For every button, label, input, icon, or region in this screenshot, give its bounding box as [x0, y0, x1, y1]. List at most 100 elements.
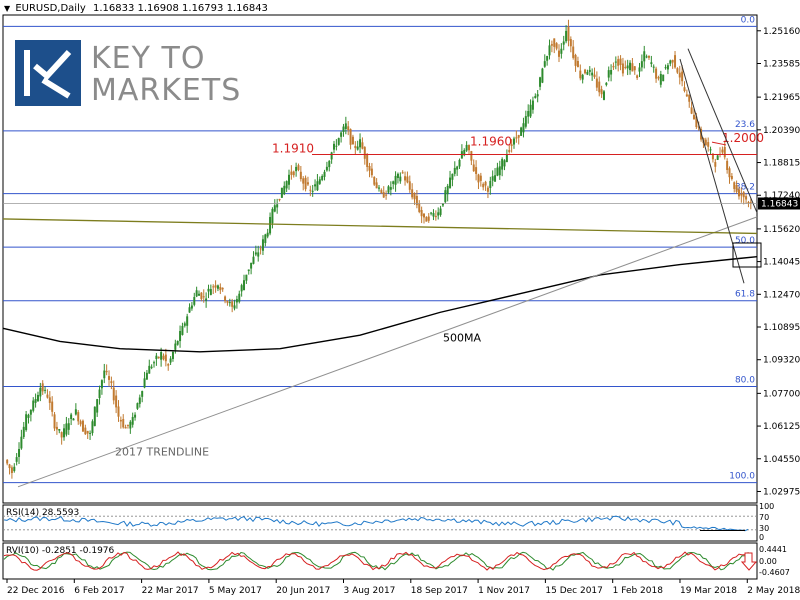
- candle-body: [633, 66, 636, 71]
- candle-body: [323, 171, 326, 177]
- candle-body: [745, 196, 748, 200]
- candle-body: [306, 182, 309, 185]
- candle-body: [726, 160, 729, 170]
- candle-body: [98, 389, 101, 399]
- candle-body: [283, 185, 286, 195]
- candle-body: [709, 149, 712, 151]
- candle-body: [529, 104, 532, 117]
- candle-body: [247, 269, 250, 272]
- candle-body: [39, 387, 42, 397]
- trendline-label: 2017 TRENDLINE: [115, 446, 209, 459]
- candle-body: [148, 365, 151, 374]
- candle-body: [664, 67, 667, 69]
- candle-body: [290, 171, 293, 175]
- candle-body: [169, 358, 172, 363]
- candle-body: [434, 215, 437, 218]
- candle-body: [264, 234, 267, 244]
- candle-body: [394, 175, 397, 185]
- fib-level-label: 50.0: [735, 236, 755, 246]
- candle-body: [157, 356, 160, 358]
- candle-body: [103, 370, 106, 379]
- candle-body: [714, 162, 717, 167]
- candle-body: [704, 139, 707, 146]
- candle-body: [269, 217, 272, 234]
- candle-body: [200, 292, 203, 300]
- candle-body: [216, 285, 219, 289]
- y-tick-label: 1.20390: [763, 126, 800, 136]
- candle-body: [337, 138, 340, 145]
- candle-body: [193, 296, 196, 305]
- candle-body: [330, 152, 333, 160]
- candle-body: [707, 142, 710, 147]
- candle-body: [695, 116, 698, 128]
- rsi-scale-label: 30: [759, 524, 769, 533]
- candle-body: [512, 138, 515, 145]
- candle-body: [515, 137, 518, 139]
- y-tick-label: 1.07700: [763, 389, 800, 399]
- candle-body: [749, 202, 752, 204]
- candle-body: [32, 400, 35, 411]
- candle-body: [181, 325, 184, 335]
- candle-body: [562, 41, 565, 45]
- candle-body: [645, 56, 648, 58]
- ma-500-label: 500MA: [443, 331, 481, 344]
- candle-body: [29, 409, 32, 415]
- candle-body: [605, 82, 608, 85]
- candle-body: [711, 153, 714, 160]
- candle-body: [683, 87, 686, 92]
- candle-body: [108, 376, 111, 380]
- candle-body: [482, 183, 485, 188]
- candle-body: [408, 181, 411, 190]
- candle-body: [730, 176, 733, 179]
- candle-body: [328, 160, 331, 168]
- rsi-line: [3, 515, 749, 532]
- candle-body: [584, 69, 587, 74]
- candle-body: [205, 298, 208, 301]
- candle-body: [671, 60, 674, 63]
- candle-body: [311, 190, 314, 192]
- candle-body: [657, 77, 660, 79]
- candle-body: [470, 151, 473, 161]
- candle-body: [475, 167, 478, 174]
- candle-body: [567, 26, 570, 41]
- candle-body: [231, 301, 234, 307]
- candle-body: [569, 39, 572, 47]
- candle-body: [77, 412, 80, 422]
- candle-body: [593, 74, 596, 78]
- candle-body: [344, 123, 347, 130]
- candle-body: [579, 70, 582, 79]
- candle-body: [503, 160, 506, 167]
- highlight-box: [732, 242, 762, 268]
- candle-body: [131, 416, 134, 425]
- candle-body: [557, 50, 560, 57]
- symbol-dropdown-icon[interactable]: ▼: [4, 4, 11, 13]
- candle-body: [629, 62, 632, 71]
- candle-body: [143, 378, 146, 388]
- candle-body: [318, 179, 321, 184]
- candle-body: [55, 426, 58, 430]
- rvi-label: RVI(10) -0.2851 -0.1976: [6, 546, 115, 556]
- resistance-label-11910: 1.1910: [272, 142, 314, 156]
- candle-body: [276, 204, 279, 208]
- candle-body: [619, 58, 622, 65]
- x-tick-label: 1 Feb 2018: [613, 586, 664, 596]
- candle-body: [595, 78, 598, 88]
- candle-body: [425, 217, 428, 222]
- candle-body: [484, 181, 487, 186]
- candle-body: [550, 44, 553, 46]
- candle-body: [297, 165, 300, 170]
- candle-body: [124, 426, 127, 429]
- candle-body: [333, 143, 336, 150]
- y-tick-label: 1.14045: [763, 258, 800, 268]
- candle-body: [586, 71, 589, 75]
- candle-body: [233, 305, 236, 309]
- candle-body: [565, 30, 568, 42]
- candle-body: [349, 129, 352, 145]
- candle-body: [86, 430, 89, 434]
- candle-body: [647, 55, 650, 58]
- candle-body: [373, 177, 376, 185]
- candle-body: [188, 307, 191, 313]
- logo-text-line1: KEY TO: [91, 41, 206, 76]
- current-price-box: [758, 197, 800, 210]
- channel-lower-line: [679, 58, 745, 284]
